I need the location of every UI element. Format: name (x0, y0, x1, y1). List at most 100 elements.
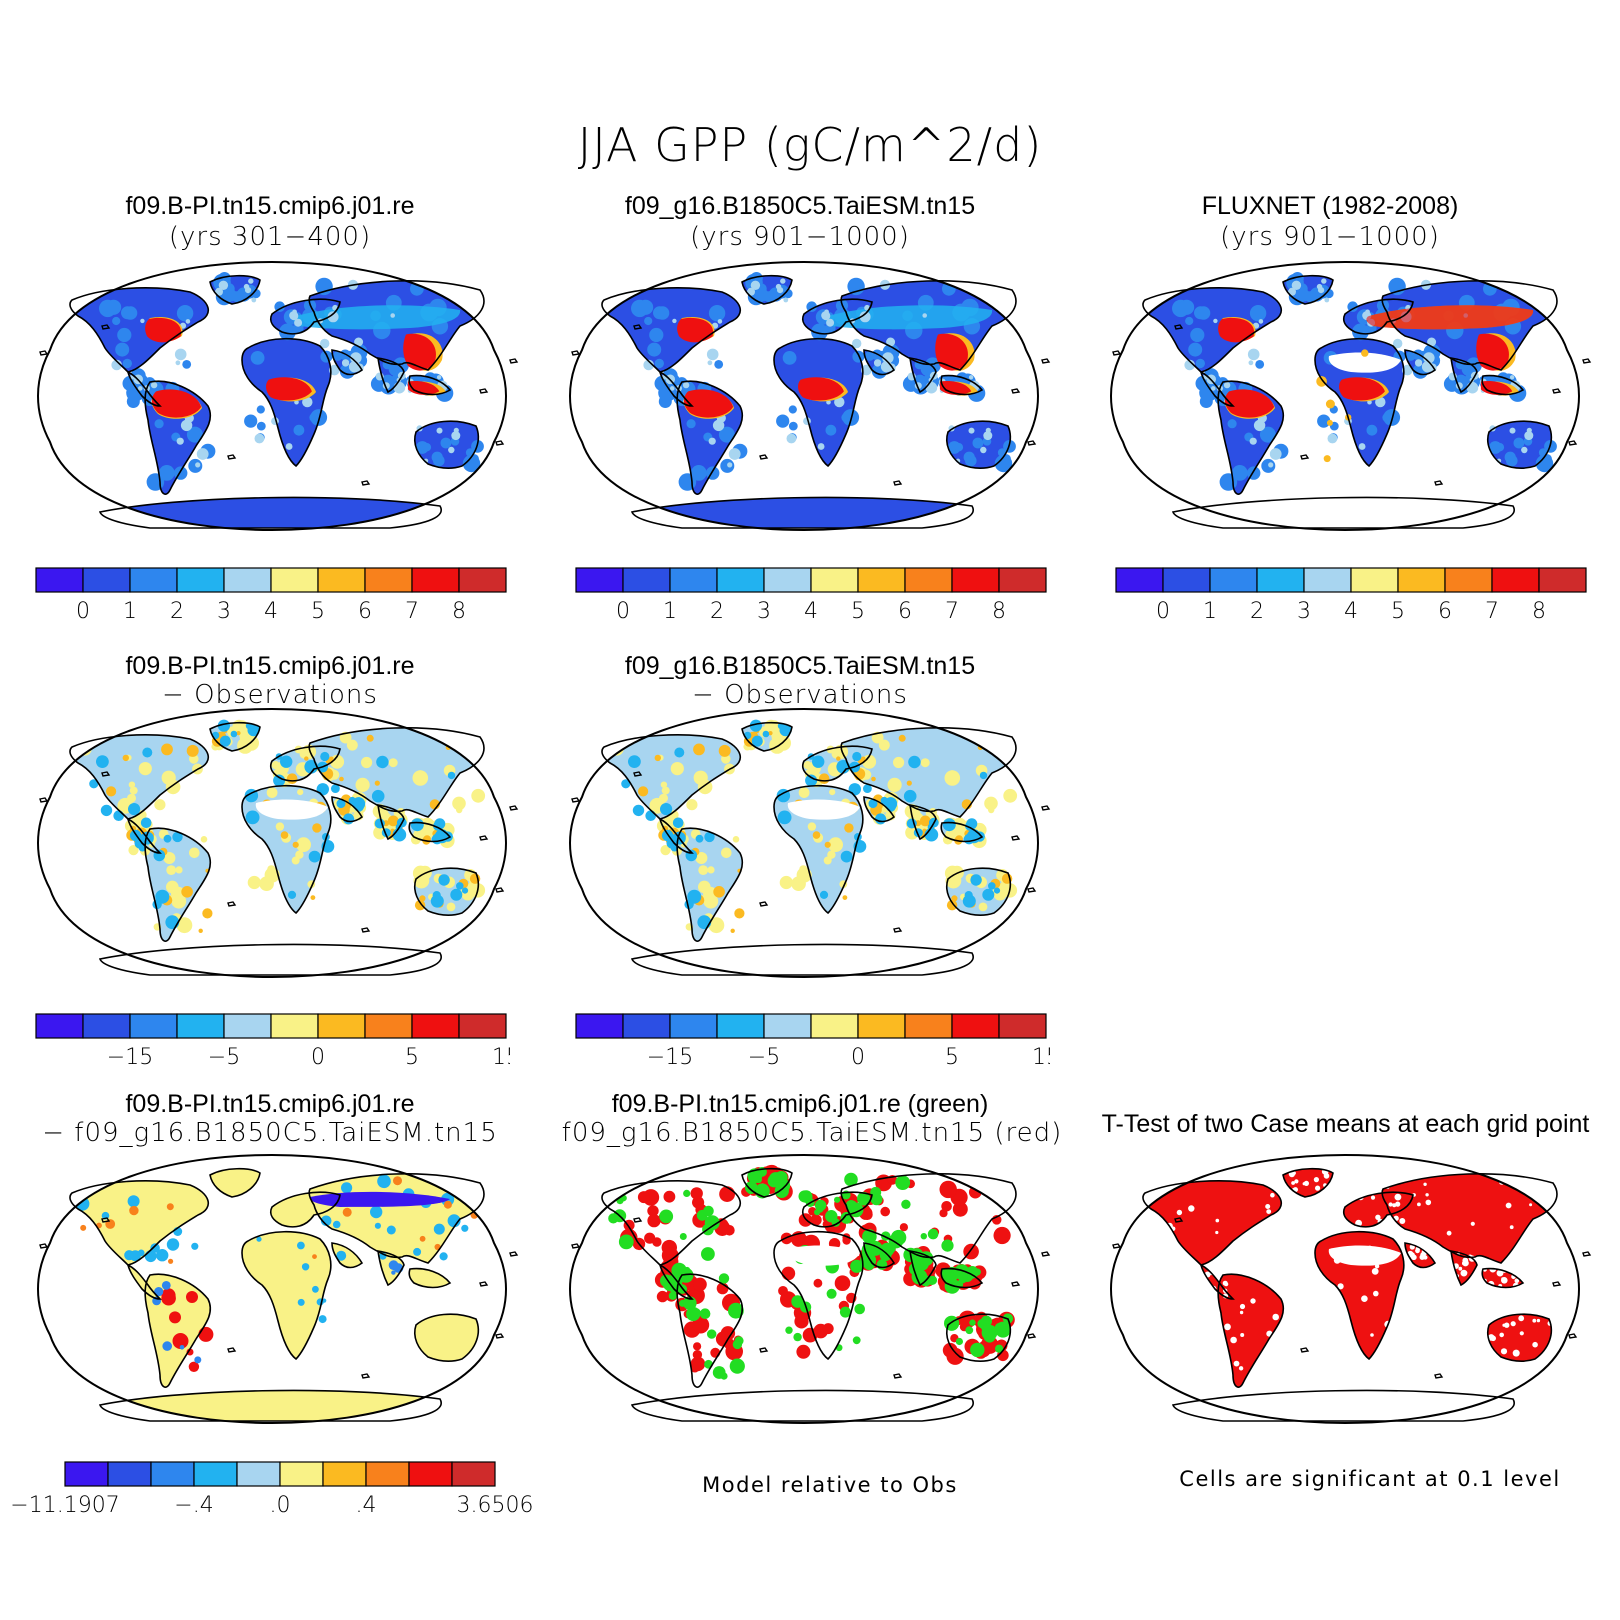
coast-ant (98, 1389, 442, 1422)
colorbar-swatch (236, 1461, 281, 1487)
colorbar-tick-label: 1 (1203, 599, 1217, 620)
coast-sa (676, 827, 744, 942)
panel-8-title: T-Test of two Case means at each grid po… (1101, 1110, 1590, 1138)
coast-seasia (1481, 374, 1525, 396)
island (101, 1217, 111, 1223)
island (1027, 440, 1037, 446)
island (571, 797, 581, 803)
coast-arabia (331, 1242, 364, 1269)
island (1027, 887, 1037, 893)
coast-ca (1199, 370, 1235, 407)
colorbar-bias-2: −15 −5 0 5 15 (575, 1013, 1050, 1066)
colorbar-tick-label: 8 (992, 599, 1006, 620)
island (1174, 1217, 1184, 1223)
coast-eu (801, 298, 873, 335)
map-frame (569, 1153, 1039, 1425)
island (39, 1243, 49, 1249)
colorbar-swatch (669, 1013, 718, 1039)
colorbar-swatch (270, 1013, 319, 1039)
island (227, 901, 237, 907)
coast-asia (840, 727, 1017, 818)
coast-sa (1217, 1273, 1285, 1388)
colorbar-swatch (622, 567, 671, 593)
colorbar-tick-label: 2 (1250, 599, 1264, 620)
coast-india (909, 357, 937, 394)
land-na (602, 1180, 741, 1265)
coast-arabia (863, 796, 896, 823)
colorbar-tick-label: −5 (208, 1045, 240, 1066)
coast-af (241, 1230, 332, 1361)
note-model-relative-to-obs: Model relative to Obs (702, 1473, 958, 1497)
map-panel-4 (37, 707, 519, 979)
colorbar-tick-label: 7 (945, 599, 959, 620)
coast-af (1314, 1230, 1405, 1361)
coast-seasia (940, 821, 984, 843)
land-asia (1382, 1173, 1557, 1263)
colorbar-swatch (1256, 567, 1305, 593)
coast-arabia (863, 349, 896, 376)
coast-seasia (1481, 1267, 1525, 1289)
coast-sa (144, 380, 212, 495)
map-frame (37, 260, 507, 532)
coast-arabia (331, 796, 364, 823)
map-frame (569, 260, 1039, 532)
colorbar-swatch (82, 567, 131, 593)
panel-3-title: FLUXNET (1982-2008) (1201, 192, 1459, 220)
coast-arabia (863, 1242, 896, 1269)
island (509, 805, 519, 811)
coast-aus (1486, 1313, 1553, 1362)
land-greenland (210, 1168, 260, 1197)
land-antarctica (1173, 497, 1515, 528)
colorbar-tick-label: 5 (405, 1045, 419, 1066)
coast-ca (658, 1263, 694, 1300)
island (495, 887, 505, 893)
colorbar-tick-label: 8 (452, 599, 466, 620)
colorbar-swatch (150, 1461, 195, 1487)
coast-eu (801, 1191, 873, 1228)
colorbar-swatch (857, 1013, 906, 1039)
colorbar-tick-label: 5 (1391, 599, 1405, 620)
colorbar-swatch (107, 1461, 152, 1487)
coast-aus (945, 420, 1012, 469)
colorbar-tick-label: −15 (107, 1045, 153, 1066)
island (1434, 1373, 1444, 1379)
coast-greenland (209, 721, 261, 752)
island (1552, 388, 1562, 394)
coast-greenland (209, 1167, 261, 1198)
coast-seasia (408, 821, 452, 843)
map-frame (569, 707, 1039, 979)
panel-7-title: f09.B-PI.tn15.cmip6.j01.re (green) (611, 1090, 989, 1118)
coast-af (773, 1230, 864, 1361)
colorbar-swatch (451, 1461, 496, 1487)
colorbar-tick-label: 6 (358, 599, 372, 620)
coast-aus (413, 1313, 480, 1362)
colorbar-swatch (1162, 567, 1211, 593)
land-antarctica (632, 1390, 974, 1421)
map-frame (1110, 260, 1580, 532)
colorbar-tick-label: .0 (270, 1493, 291, 1518)
land-na (1143, 287, 1282, 372)
island (571, 350, 581, 356)
island (1582, 1251, 1592, 1257)
island (361, 927, 371, 933)
coast-sa (144, 1273, 212, 1388)
colorbar-swatch (129, 567, 178, 593)
coast-ca (126, 817, 162, 854)
colorbar-tick-label: 15 (492, 1045, 510, 1066)
land-na (70, 287, 209, 372)
map-panel-5 (569, 707, 1051, 979)
coast-greenland (741, 721, 793, 752)
panel-4-subtitle: − Observations (162, 680, 378, 710)
island (1568, 1333, 1578, 1339)
land-antarctica (100, 944, 442, 975)
panel-2-subtitle: (yrs 901−1000) (690, 222, 910, 252)
panel-2-title: f09_g16.B1850C5.TaiESM.tn15 (624, 192, 976, 220)
colorbar-tick-label: 15 (1032, 1045, 1050, 1066)
panel-7-subtitle: f09_g16.B1850C5.TaiESM.tn15 (red) (561, 1118, 1063, 1148)
colorbar-swatch (998, 1013, 1047, 1039)
coast-asia (840, 1173, 1017, 1264)
land-na (602, 287, 741, 372)
colorbar-swatch (364, 567, 413, 593)
coast-arabia (1404, 1242, 1437, 1269)
colorbar-swatch (411, 1013, 460, 1039)
